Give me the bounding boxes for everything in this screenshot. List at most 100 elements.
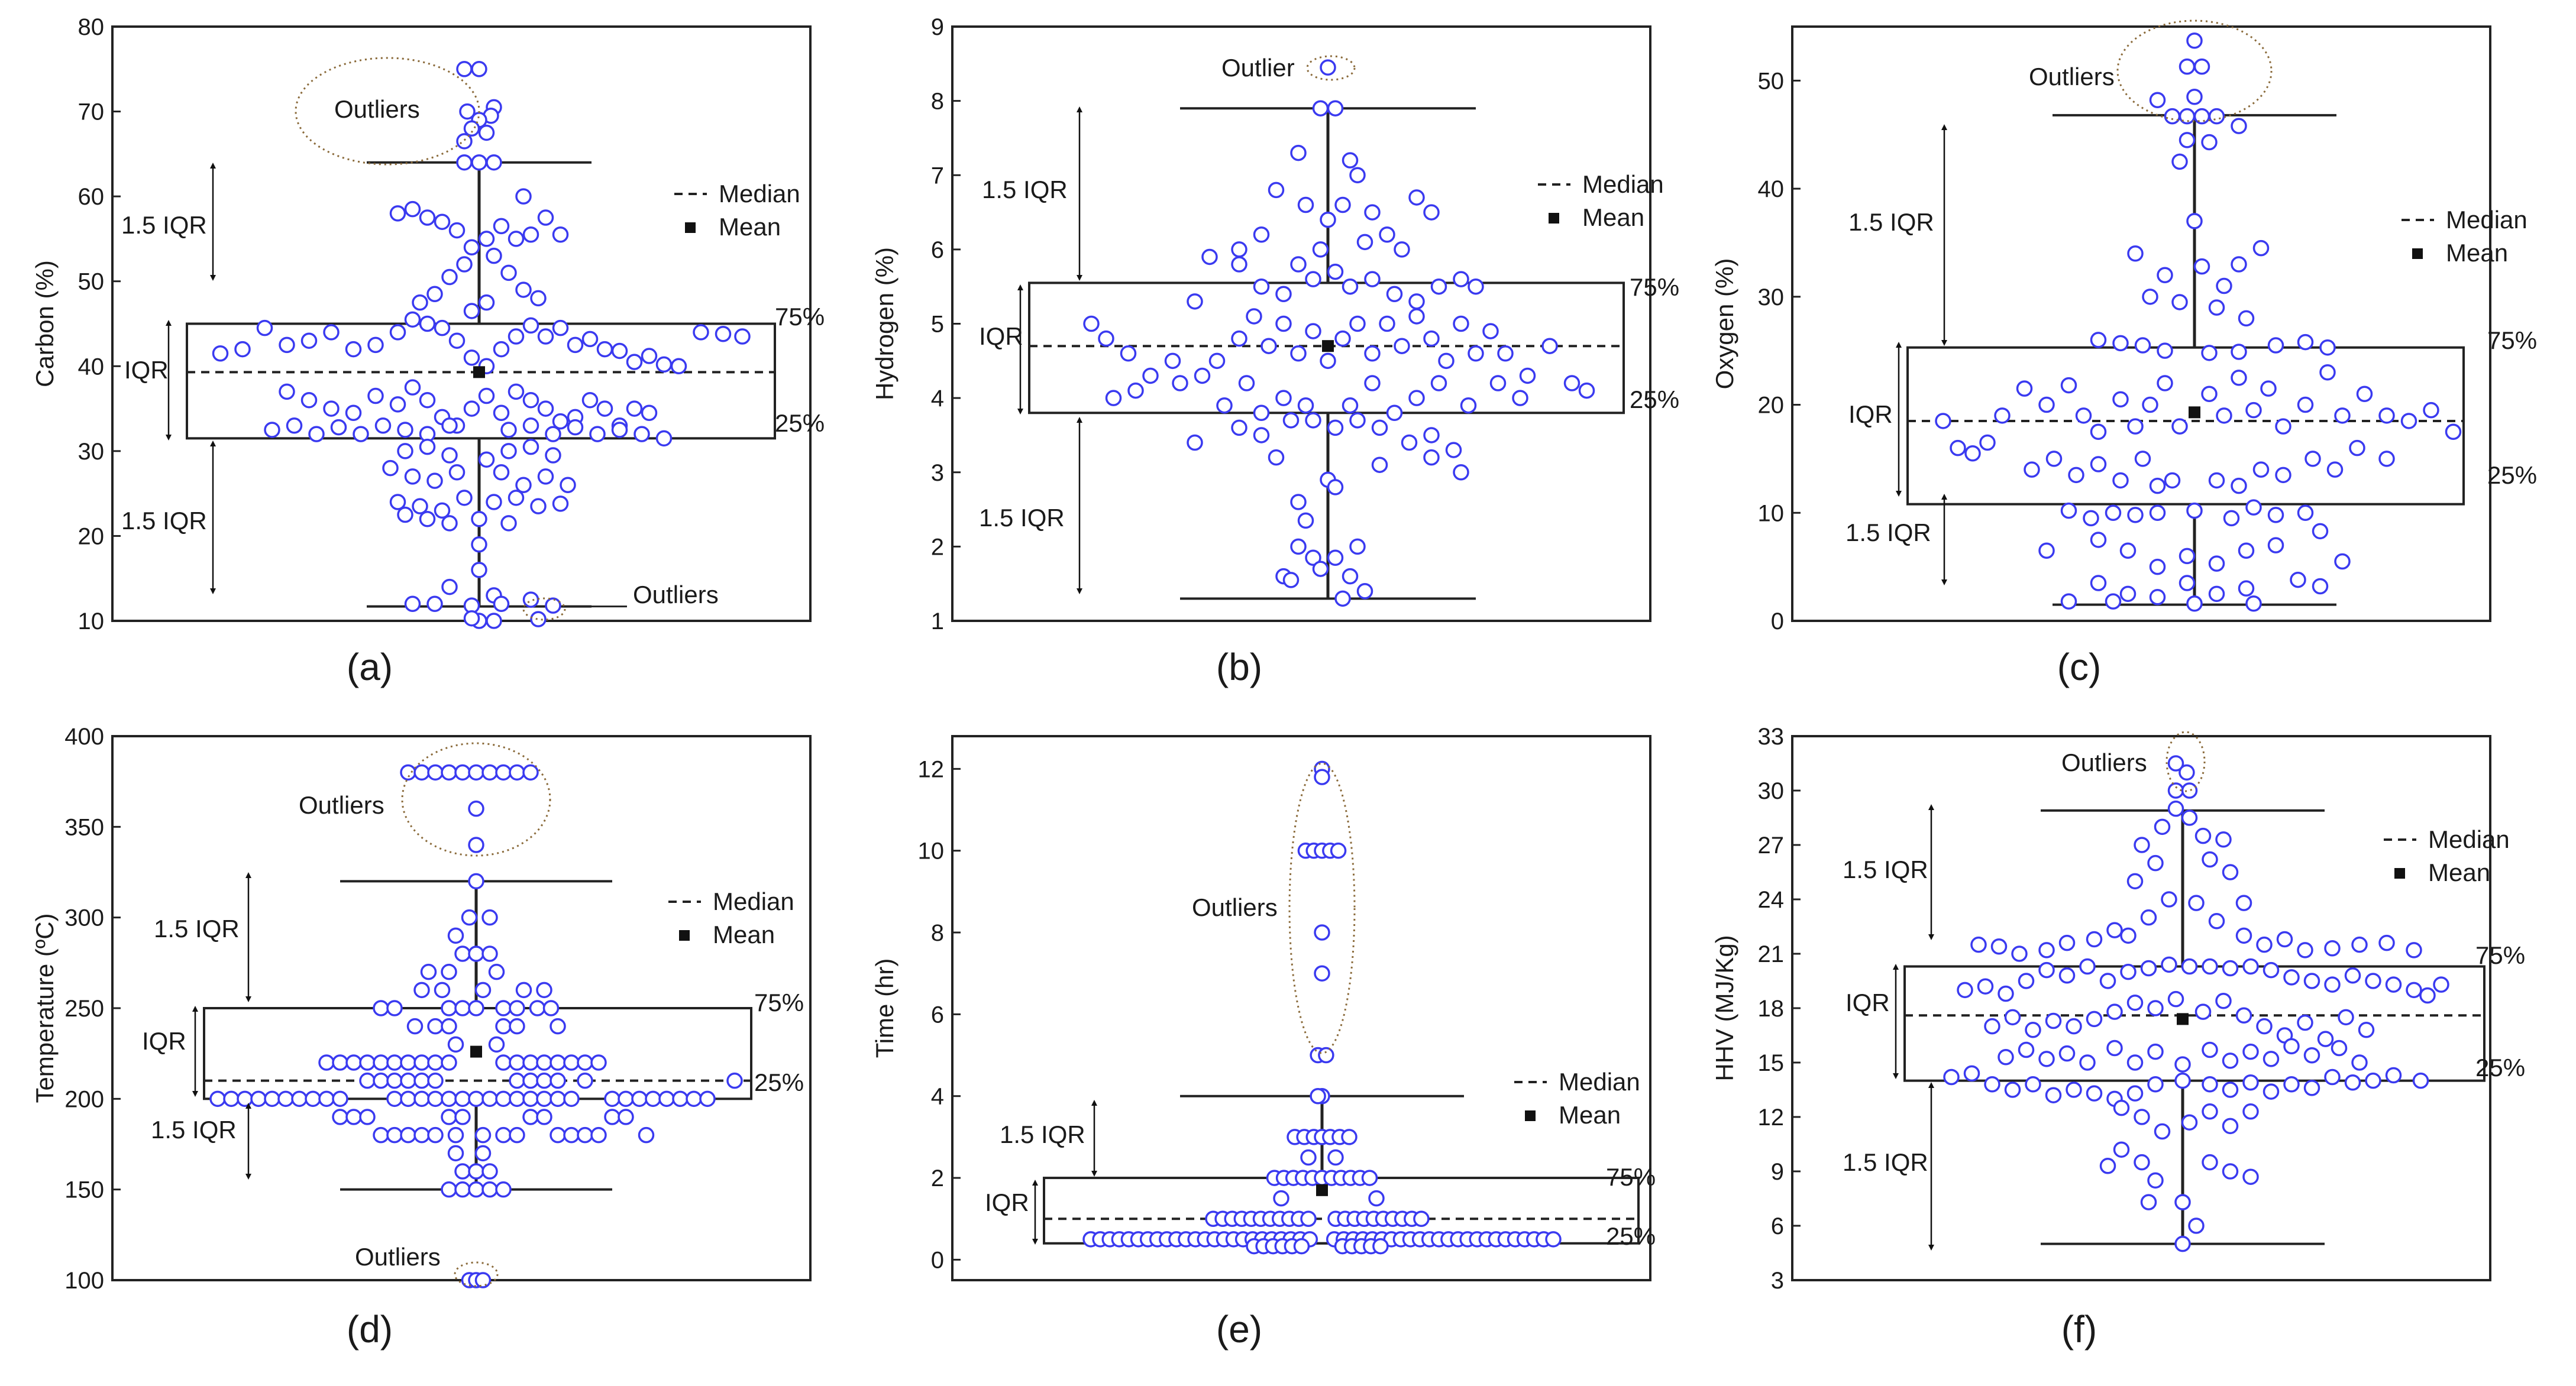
data-point bbox=[590, 1126, 607, 1144]
data-point bbox=[353, 426, 369, 442]
data-point bbox=[495, 1126, 512, 1144]
iqr-label: IQR bbox=[1845, 989, 1890, 1016]
data-point bbox=[563, 1090, 580, 1107]
data-point bbox=[515, 188, 532, 205]
data-point bbox=[468, 873, 484, 890]
data-point bbox=[413, 764, 430, 781]
data-point bbox=[386, 1126, 403, 1144]
data-point bbox=[2147, 854, 2164, 872]
data-point bbox=[550, 1072, 566, 1089]
data-point bbox=[2358, 1022, 2375, 1038]
data-point bbox=[478, 231, 495, 247]
legend-mean-swatch bbox=[1525, 1110, 1536, 1121]
data-point bbox=[1318, 1047, 1334, 1064]
data-point bbox=[1386, 286, 1403, 302]
data-point bbox=[2106, 1003, 2123, 1020]
y-tick-label: 70 bbox=[78, 99, 105, 125]
y-tick-label: 21 bbox=[1758, 941, 1785, 967]
data-point bbox=[478, 451, 495, 468]
data-point bbox=[468, 945, 484, 962]
data-point bbox=[2038, 942, 2055, 958]
panel-e: 0 2 4 6 8 10 12 Time (hr) Median Mean 75% 25% 1.5 IQ… bbox=[871, 735, 1656, 1351]
data-point bbox=[2208, 108, 2225, 125]
data-point bbox=[2235, 895, 2252, 911]
y-tick-label: 9 bbox=[1771, 1159, 1784, 1185]
y-tick-label: 9 bbox=[931, 14, 944, 40]
data-point bbox=[536, 1072, 552, 1089]
data-point bbox=[2119, 585, 2137, 603]
data-point bbox=[495, 1181, 512, 1198]
upper-iqr-label: 1.5 IQR bbox=[1000, 1121, 1085, 1148]
data-point bbox=[2297, 504, 2314, 522]
data-point bbox=[1231, 241, 1247, 258]
iqr-label: IQR bbox=[124, 356, 169, 384]
data-point bbox=[2365, 1072, 2381, 1089]
data-point bbox=[2260, 380, 2277, 397]
data-point bbox=[1342, 397, 1359, 414]
lower-iqr-label: 1.5 IQR bbox=[979, 504, 1065, 532]
panel-label: (f) bbox=[2061, 1308, 2097, 1351]
data-point bbox=[2106, 1040, 2123, 1057]
data-point bbox=[1314, 965, 1330, 982]
data-point bbox=[567, 419, 584, 436]
panel-label: (b) bbox=[1216, 646, 1262, 688]
data-point bbox=[481, 909, 498, 926]
data-point bbox=[1216, 397, 1233, 414]
data-point bbox=[2267, 507, 2284, 523]
data-point bbox=[468, 1090, 484, 1107]
data-point bbox=[419, 510, 436, 527]
data-point bbox=[427, 1054, 444, 1071]
data-point bbox=[1208, 352, 1226, 370]
data-point bbox=[277, 1090, 294, 1107]
data-point bbox=[2119, 542, 2137, 559]
data-point bbox=[332, 1054, 348, 1071]
data-point bbox=[1349, 167, 1366, 183]
data-point bbox=[537, 468, 554, 485]
data-point bbox=[1290, 494, 1307, 510]
data-point bbox=[427, 1018, 444, 1035]
data-point bbox=[382, 459, 399, 477]
data-point bbox=[2208, 299, 2225, 316]
data-point bbox=[2186, 89, 2203, 105]
data-point bbox=[2406, 942, 2422, 958]
data-point bbox=[522, 317, 539, 334]
data-point bbox=[471, 510, 487, 527]
data-point bbox=[374, 417, 392, 434]
data-point bbox=[367, 387, 384, 404]
data-point bbox=[2126, 995, 2144, 1011]
data-point bbox=[2181, 1114, 2198, 1131]
data-point bbox=[318, 1090, 335, 1107]
mean-marker bbox=[1322, 340, 1334, 352]
data-point bbox=[2252, 239, 2270, 257]
data-point bbox=[441, 447, 458, 464]
data-point bbox=[1231, 330, 1247, 347]
data-point bbox=[454, 1109, 471, 1125]
data-point bbox=[2193, 108, 2210, 125]
data-point bbox=[2134, 451, 2151, 467]
data-point bbox=[1342, 278, 1359, 295]
data-point bbox=[1253, 278, 1270, 295]
data-point bbox=[1563, 375, 1580, 391]
data-point bbox=[2167, 800, 2184, 817]
panel-f: 3 6 9 12 15 18 21 24 27 30 33 HHV (MJ/Kg) Median Mean… bbox=[1711, 724, 2525, 1351]
data-point bbox=[1275, 286, 1292, 302]
legend-mean-label: Mean bbox=[1559, 1101, 1621, 1129]
data-point bbox=[2154, 1123, 2171, 1140]
data-point bbox=[581, 391, 599, 409]
data-point bbox=[1977, 978, 1994, 995]
data-point bbox=[486, 247, 502, 264]
data-point bbox=[2242, 1103, 2259, 1120]
data-point bbox=[2025, 1022, 2041, 1038]
outliers-top-label: Outliers bbox=[334, 95, 420, 123]
data-point bbox=[2171, 418, 2188, 435]
data-point bbox=[1334, 590, 1351, 607]
data-point bbox=[655, 356, 673, 373]
y-tick-label: 1 bbox=[931, 608, 944, 634]
legend-mean-label: Mean bbox=[2446, 239, 2508, 267]
mean-marker bbox=[2177, 1013, 2189, 1025]
data-point bbox=[1963, 1065, 1980, 1082]
data-point bbox=[1438, 352, 1455, 370]
data-point bbox=[426, 595, 443, 613]
data-point bbox=[1445, 442, 1462, 458]
data-point bbox=[2303, 1047, 2320, 1064]
